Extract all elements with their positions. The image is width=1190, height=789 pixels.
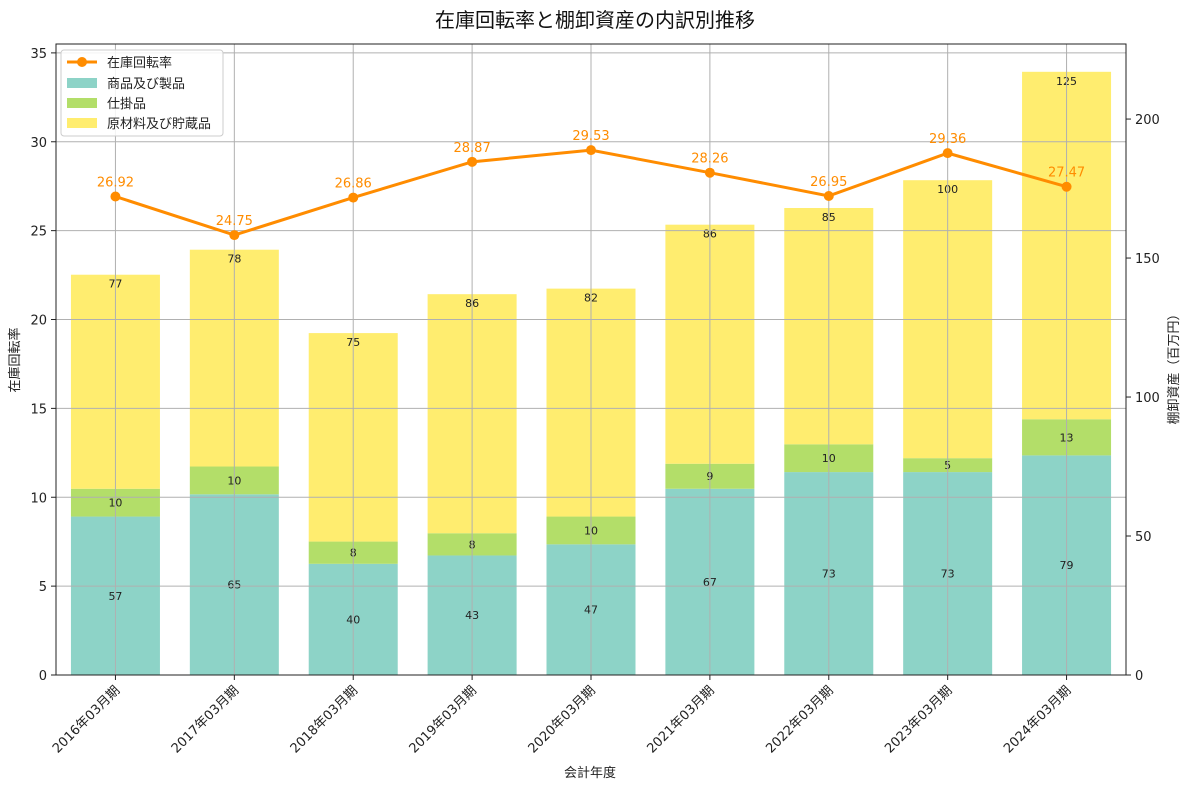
line-point bbox=[110, 191, 121, 202]
line-point bbox=[586, 145, 596, 156]
y-right-tick-label: 100 bbox=[1135, 391, 1160, 406]
x-tick-label: 2020年03月期 bbox=[526, 683, 599, 756]
line-value-label: 28.26 bbox=[691, 152, 728, 167]
y-left-tick-label: 10 bbox=[30, 491, 47, 506]
y-axis-left-label: 在庫回転率 bbox=[7, 327, 23, 392]
x-axis-label: 会計年度 bbox=[564, 765, 616, 781]
x-tick-label: 2019年03月期 bbox=[407, 683, 480, 756]
line-value-label: 27.47 bbox=[1048, 166, 1085, 181]
y-right-tick-label: 200 bbox=[1135, 113, 1160, 128]
legend-label: 在庫回転率 bbox=[107, 55, 172, 71]
line-point bbox=[229, 230, 240, 241]
y-left-tick-label: 0 bbox=[39, 669, 47, 684]
y-left-tick-label: 15 bbox=[30, 402, 47, 417]
line-value-label: 28.87 bbox=[454, 141, 491, 156]
line-value-label: 26.95 bbox=[810, 175, 847, 190]
x-tick-label: 2021年03月期 bbox=[644, 683, 717, 756]
line-series: 26.92 24.75 26.86 28.87 29.53 28.26 26.95 29.36… bbox=[97, 129, 1085, 241]
x-tick-label: 2022年03月期 bbox=[763, 683, 836, 756]
x-tick-label: 2024年03月期 bbox=[1001, 683, 1074, 756]
legend-swatch bbox=[67, 118, 97, 128]
y-left-tick-label: 30 bbox=[30, 136, 47, 151]
line-value-label: 26.92 bbox=[97, 176, 134, 191]
x-tick-label: 2016年03月期 bbox=[50, 683, 123, 756]
line-point bbox=[704, 167, 715, 178]
grid bbox=[56, 44, 1126, 676]
line-point bbox=[348, 192, 359, 203]
legend-swatch bbox=[67, 98, 97, 108]
line-point bbox=[823, 190, 834, 201]
legend-label: 商品及び製品 bbox=[107, 77, 185, 92]
y-left-tick-label: 5 bbox=[39, 580, 47, 595]
line-point bbox=[1061, 181, 1072, 192]
legend-label: 仕掛品 bbox=[107, 97, 146, 112]
line-value-label: 29.36 bbox=[929, 132, 966, 147]
legend-line-marker bbox=[77, 57, 87, 67]
x-tick-label: 2017年03月期 bbox=[169, 683, 242, 756]
x-tick-label: 2023年03月期 bbox=[882, 683, 955, 756]
legend-label: 原材料及び貯蔵品 bbox=[107, 117, 211, 132]
line-point bbox=[942, 148, 953, 159]
legend-swatch bbox=[67, 78, 97, 88]
y-left-tick-label: 35 bbox=[30, 47, 47, 62]
y-axis-right-label: 棚卸資産（百万円） bbox=[1166, 307, 1182, 424]
y-right-tick-label: 50 bbox=[1135, 530, 1152, 545]
line-value-label: 24.75 bbox=[216, 214, 253, 229]
line-value-label: 29.53 bbox=[572, 129, 609, 144]
chart-title: 在庫回転率と棚卸資産の内訳別推移 bbox=[435, 8, 755, 32]
line-value-label: 26.86 bbox=[335, 177, 372, 192]
x-tick-label: 2018年03月期 bbox=[288, 683, 361, 756]
line-point bbox=[467, 156, 478, 167]
y-right-tick-label: 0 bbox=[1135, 669, 1143, 684]
y-left-tick-label: 25 bbox=[30, 225, 47, 240]
y-left-tick-label: 20 bbox=[30, 314, 47, 329]
y-right-tick-label: 150 bbox=[1135, 252, 1160, 267]
legend-box bbox=[60, 49, 224, 137]
